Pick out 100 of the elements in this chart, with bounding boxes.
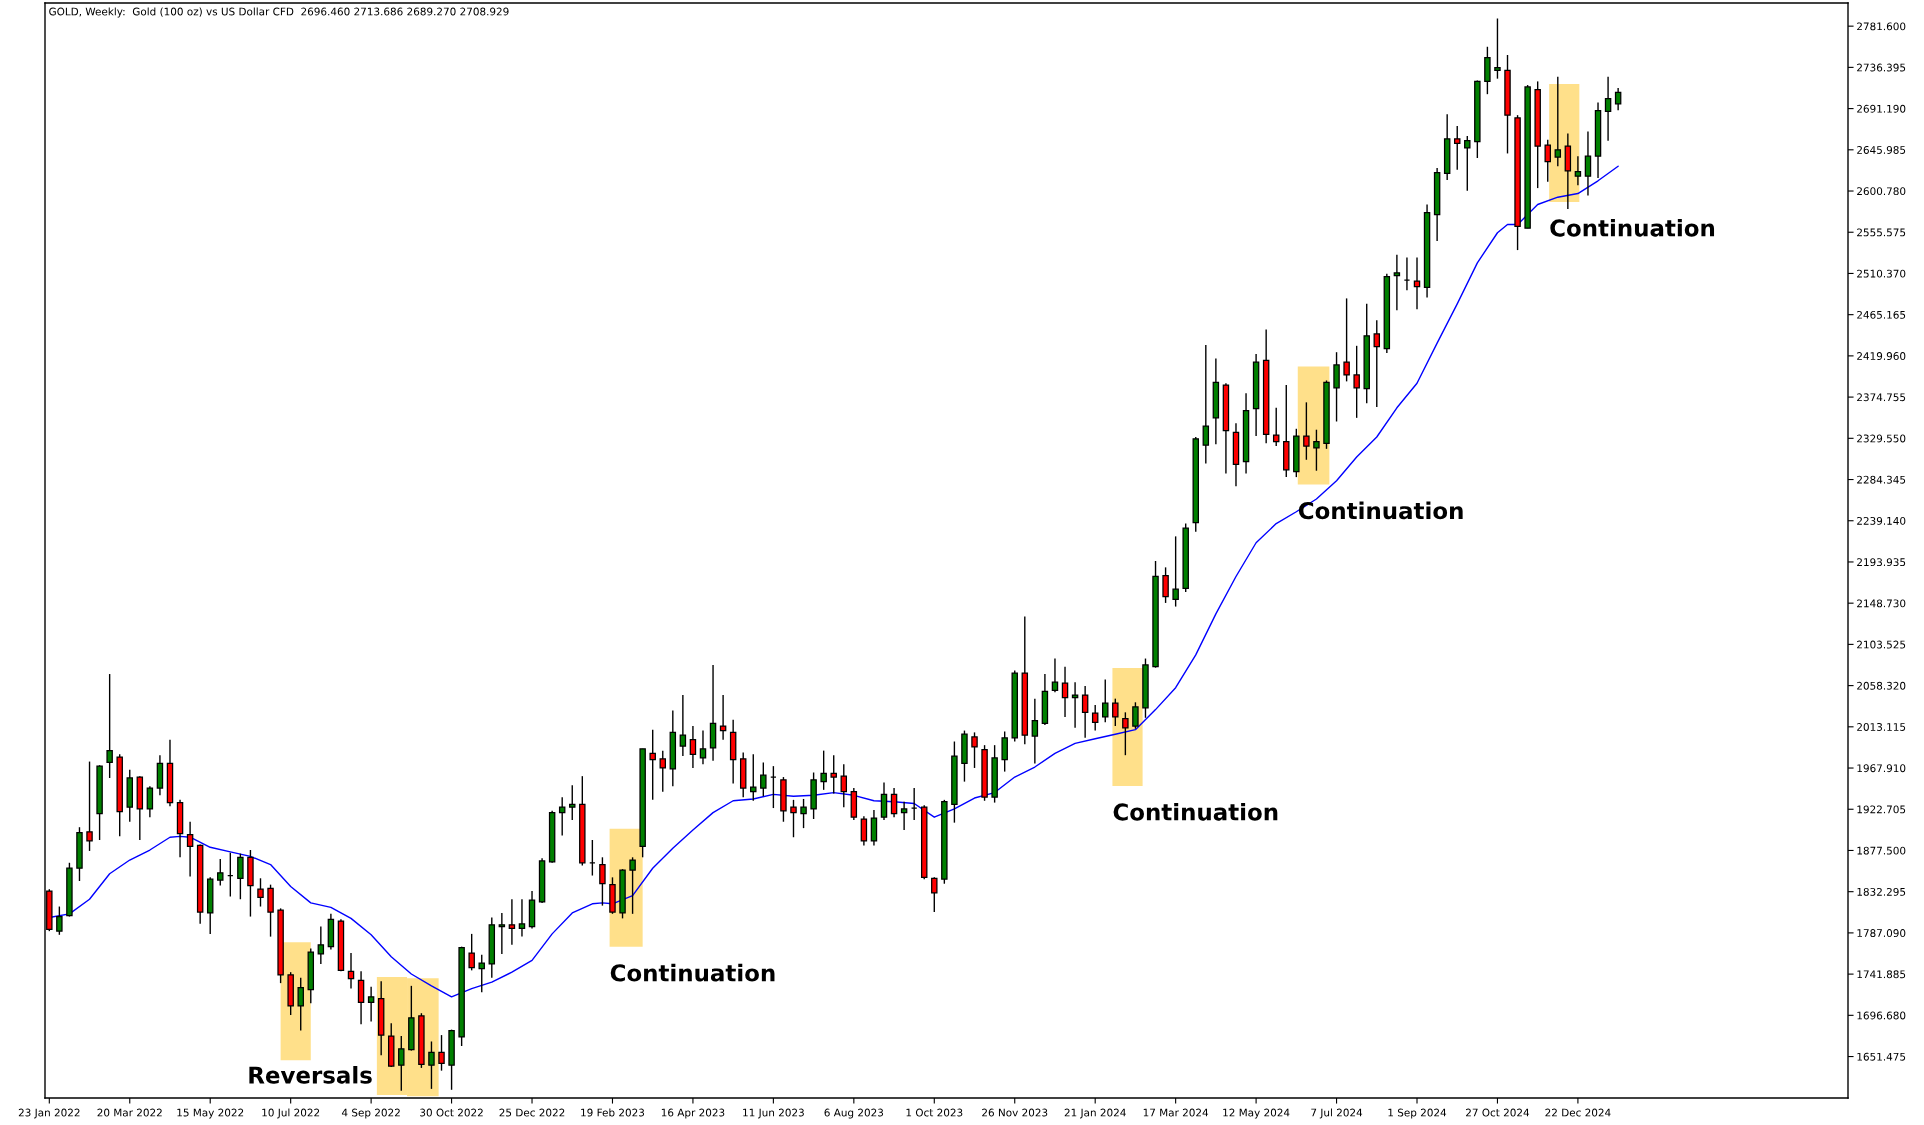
y-tick-label: 2465.165 xyxy=(1857,310,1906,319)
candlestick xyxy=(1303,401,1310,461)
candlestick xyxy=(1001,730,1008,773)
candlestick xyxy=(1584,130,1592,197)
candlestick xyxy=(297,976,304,1032)
y-tick-label: 2600.780 xyxy=(1857,187,1906,196)
x-tick-label: 1 Sep 2024 xyxy=(1388,1108,1447,1119)
candlestick xyxy=(1353,345,1360,419)
x-tick-label: 23 Jan 2022 xyxy=(18,1108,80,1119)
candlestick xyxy=(699,729,707,765)
candlestick xyxy=(1132,701,1139,730)
y-tick-label: 2691.190 xyxy=(1857,104,1906,113)
x-tick-label: 11 Jun 2023 xyxy=(743,1108,804,1119)
y-tick-label: 2736.395 xyxy=(1857,63,1906,72)
y-tick-label: 2645.985 xyxy=(1857,146,1906,154)
candlestick xyxy=(931,876,938,913)
y-tick-label: 1651.475 xyxy=(1857,1052,1906,1061)
candlestick xyxy=(719,694,727,741)
x-tick-label: 12 May 2024 xyxy=(1223,1108,1290,1119)
y-tick-label: 2103.525 xyxy=(1857,640,1906,649)
candlestick xyxy=(257,877,264,908)
candlestick xyxy=(1494,17,1501,80)
y-tick-label: 1922.705 xyxy=(1857,805,1906,814)
candlestick xyxy=(870,809,878,847)
candlestick xyxy=(1122,711,1129,756)
candlestick xyxy=(1031,697,1039,765)
candlestick xyxy=(820,749,827,791)
candlestick xyxy=(428,1040,435,1090)
x-tick-label: 1 Oct 2023 xyxy=(906,1108,963,1117)
y-tick-label: 2284.345 xyxy=(1857,475,1906,484)
candlestick xyxy=(1614,87,1622,112)
candlestick xyxy=(880,781,888,821)
candlestick xyxy=(649,728,656,801)
candlestick xyxy=(106,673,113,779)
candlestick xyxy=(1413,256,1421,311)
candlestick xyxy=(498,912,506,955)
x-tick-label: 16 Apr 2023 xyxy=(661,1108,725,1119)
x-tick-label: 22 Dec 2024 xyxy=(1545,1108,1611,1117)
x-tick-label: 27 Oct 2024 xyxy=(1466,1108,1530,1117)
candlestick xyxy=(237,852,244,900)
band-label: Continuation xyxy=(1550,218,1715,237)
candlestick xyxy=(569,784,576,821)
x-tick-label: 26 Nov 2023 xyxy=(982,1108,1048,1117)
y-tick-label: 2148.730 xyxy=(1857,599,1906,608)
candlestick xyxy=(367,986,375,1023)
candlestick xyxy=(508,898,516,946)
band-label: Continuation xyxy=(1298,501,1463,520)
candlestick xyxy=(760,761,767,797)
candlestick xyxy=(599,856,606,907)
candlestick xyxy=(357,970,365,1025)
y-tick-label: 2374.755 xyxy=(1857,393,1906,402)
candlestick xyxy=(1202,344,1210,465)
y-tick-label: 2058.320 xyxy=(1857,681,1906,690)
candlestick xyxy=(1091,704,1099,732)
x-tick-label: 30 Oct 2022 xyxy=(420,1108,483,1117)
candlestick xyxy=(689,725,697,769)
x-tick-label: 19 Feb 2023 xyxy=(581,1108,645,1117)
y-tick-label: 1696.680 xyxy=(1857,1011,1906,1020)
band-label: Reversals xyxy=(249,1066,372,1084)
candlestick xyxy=(438,1034,445,1072)
candlestick xyxy=(1333,351,1340,423)
band-label: Continuation xyxy=(1113,802,1278,821)
y-tick-label: 1787.090 xyxy=(1857,929,1906,937)
candlestick xyxy=(790,799,797,838)
candlestick xyxy=(468,933,475,972)
candlestick xyxy=(1554,76,1562,167)
y-tick-label: 1877.500 xyxy=(1857,846,1906,855)
candlestick xyxy=(900,800,908,831)
candlestick xyxy=(186,821,194,878)
candlestick xyxy=(860,815,868,847)
candlestick xyxy=(146,785,154,818)
x-tick-label: 4 Sep 2022 xyxy=(341,1108,400,1119)
candlestick xyxy=(890,787,898,818)
chart-title: GOLD, Weekly: Gold (100 oz) vs US Dollar CFD 2696.460 2713.686 2689.270 2708.929 xyxy=(49,7,509,18)
candlestick xyxy=(1313,428,1320,472)
candlestick xyxy=(398,1035,405,1092)
candlestick xyxy=(800,798,807,829)
candlestick xyxy=(1071,681,1079,729)
y-tick-label: 2013.115 xyxy=(1857,723,1906,731)
candlestick xyxy=(1604,76,1612,142)
y-tick-label: 2419.960 xyxy=(1857,352,1906,360)
candlestick xyxy=(1464,135,1471,192)
candlestick xyxy=(1393,253,1401,311)
y-tick-label: 2239.140 xyxy=(1857,516,1906,525)
y-tick-label: 2329.550 xyxy=(1857,434,1906,443)
candlestick xyxy=(1112,697,1119,727)
candlestick xyxy=(659,749,667,793)
x-tick-label: 21 Jan 2024 xyxy=(1064,1108,1126,1119)
x-tick-label: 7 Jul 2024 xyxy=(1311,1108,1363,1119)
candlestick xyxy=(518,898,526,938)
band-label: Continuation xyxy=(610,963,775,982)
y-tick-label: 2555.575 xyxy=(1857,228,1906,237)
y-tick-label: 2781.600 xyxy=(1857,22,1906,31)
candlestick xyxy=(1051,657,1059,693)
x-tick-label: 6 Aug 2023 xyxy=(824,1108,884,1119)
candlestick xyxy=(1574,155,1582,187)
candlestick xyxy=(217,858,224,887)
candlestick xyxy=(1081,685,1089,739)
candlestick xyxy=(1484,46,1491,95)
candlestick xyxy=(56,905,63,936)
